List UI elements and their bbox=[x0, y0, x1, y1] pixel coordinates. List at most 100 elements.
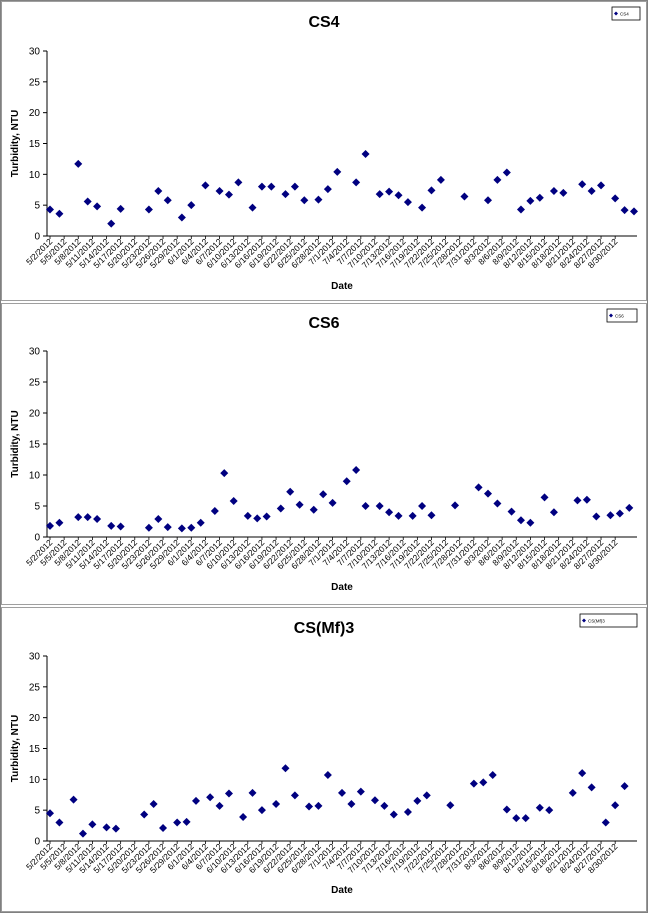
y-tick-label: 20 bbox=[29, 409, 41, 420]
data-point bbox=[281, 764, 290, 773]
legend-marker bbox=[582, 618, 586, 623]
y-axis-label: Turbidity, NTU bbox=[10, 110, 21, 177]
panel-frame bbox=[1, 1, 647, 301]
data-point bbox=[55, 209, 64, 218]
data-point bbox=[549, 186, 558, 195]
data-point bbox=[163, 523, 172, 532]
data-point bbox=[389, 810, 398, 819]
data-point bbox=[516, 516, 525, 525]
chart-title: CS4 bbox=[308, 14, 339, 31]
data-point bbox=[257, 182, 266, 191]
y-axis-label: Turbidity, NTU bbox=[10, 410, 21, 477]
legend-label: CS4 bbox=[620, 12, 629, 17]
data-point bbox=[507, 507, 516, 516]
data-point bbox=[154, 515, 163, 524]
data-point bbox=[422, 791, 431, 800]
data-point bbox=[526, 518, 535, 527]
data-point bbox=[290, 791, 299, 800]
legend-label: CS(Mf)3 bbox=[588, 619, 605, 624]
data-point bbox=[173, 818, 182, 827]
data-point bbox=[154, 186, 163, 195]
data-point bbox=[361, 149, 370, 158]
data-point bbox=[559, 188, 568, 197]
data-point bbox=[46, 205, 54, 214]
legend-marker bbox=[614, 11, 618, 16]
data-point bbox=[215, 801, 224, 810]
y-tick-label: 5 bbox=[34, 201, 40, 212]
data-point bbox=[93, 515, 102, 524]
data-point bbox=[347, 800, 356, 808]
data-point bbox=[611, 194, 620, 203]
data-point bbox=[630, 207, 638, 216]
data-point bbox=[545, 806, 554, 815]
y-tick-label: 30 bbox=[29, 347, 41, 358]
data-point bbox=[394, 191, 403, 200]
data-point bbox=[418, 502, 427, 510]
y-tick-label: 25 bbox=[29, 682, 41, 693]
data-point bbox=[474, 483, 483, 492]
data-point bbox=[521, 814, 530, 823]
legend-marker bbox=[609, 313, 613, 318]
data-point bbox=[248, 788, 257, 797]
y-tick-label: 25 bbox=[29, 378, 41, 389]
x-axis-label: Date bbox=[331, 582, 353, 593]
data-point bbox=[69, 795, 78, 804]
data-point bbox=[535, 803, 544, 812]
legend-box bbox=[606, 308, 638, 323]
data-point bbox=[107, 521, 116, 530]
y-tick-label: 0 bbox=[34, 533, 40, 544]
data-point bbox=[469, 779, 478, 788]
data-point bbox=[615, 509, 624, 518]
chart-title: CS6 bbox=[308, 315, 339, 332]
data-point bbox=[502, 168, 511, 177]
data-point bbox=[597, 181, 606, 190]
data-point bbox=[93, 202, 102, 211]
data-point bbox=[394, 511, 403, 520]
data-point bbox=[187, 523, 196, 532]
data-point bbox=[323, 771, 332, 780]
y-axis-label: Turbidity, NTU bbox=[10, 715, 21, 782]
data-point bbox=[342, 477, 351, 486]
data-point bbox=[375, 502, 384, 510]
data-point bbox=[361, 502, 370, 510]
data-point bbox=[55, 518, 64, 527]
data-point bbox=[403, 808, 412, 817]
data-point bbox=[88, 820, 97, 829]
data-point bbox=[102, 823, 111, 832]
data-point bbox=[578, 769, 587, 778]
data-point bbox=[253, 514, 262, 523]
data-point bbox=[224, 190, 233, 199]
data-point bbox=[276, 504, 285, 513]
data-point bbox=[408, 511, 417, 520]
legend-box bbox=[611, 6, 641, 21]
y-tick-label: 0 bbox=[34, 837, 40, 848]
y-tick-label: 10 bbox=[29, 170, 41, 181]
data-point bbox=[192, 796, 200, 805]
data-point bbox=[582, 495, 591, 504]
data-point bbox=[196, 518, 205, 527]
data-point bbox=[502, 805, 511, 814]
data-point bbox=[187, 201, 196, 210]
y-tick-label: 5 bbox=[34, 502, 40, 513]
data-point bbox=[210, 506, 219, 515]
data-point bbox=[451, 501, 460, 510]
data-point bbox=[333, 167, 342, 176]
data-point bbox=[516, 205, 525, 214]
y-tick-label: 20 bbox=[29, 108, 41, 119]
data-point bbox=[352, 466, 361, 475]
y-tick-label: 25 bbox=[29, 77, 41, 88]
data-point bbox=[370, 796, 379, 805]
data-point bbox=[290, 182, 299, 191]
data-point bbox=[215, 186, 224, 195]
data-point bbox=[460, 192, 469, 201]
y-tick-label: 15 bbox=[29, 139, 41, 150]
data-point bbox=[535, 193, 544, 202]
chart-title: CS(Mf)3 bbox=[294, 620, 355, 637]
data-point bbox=[352, 178, 361, 187]
data-point bbox=[300, 196, 309, 205]
data-point bbox=[620, 206, 629, 215]
data-point bbox=[427, 511, 436, 520]
